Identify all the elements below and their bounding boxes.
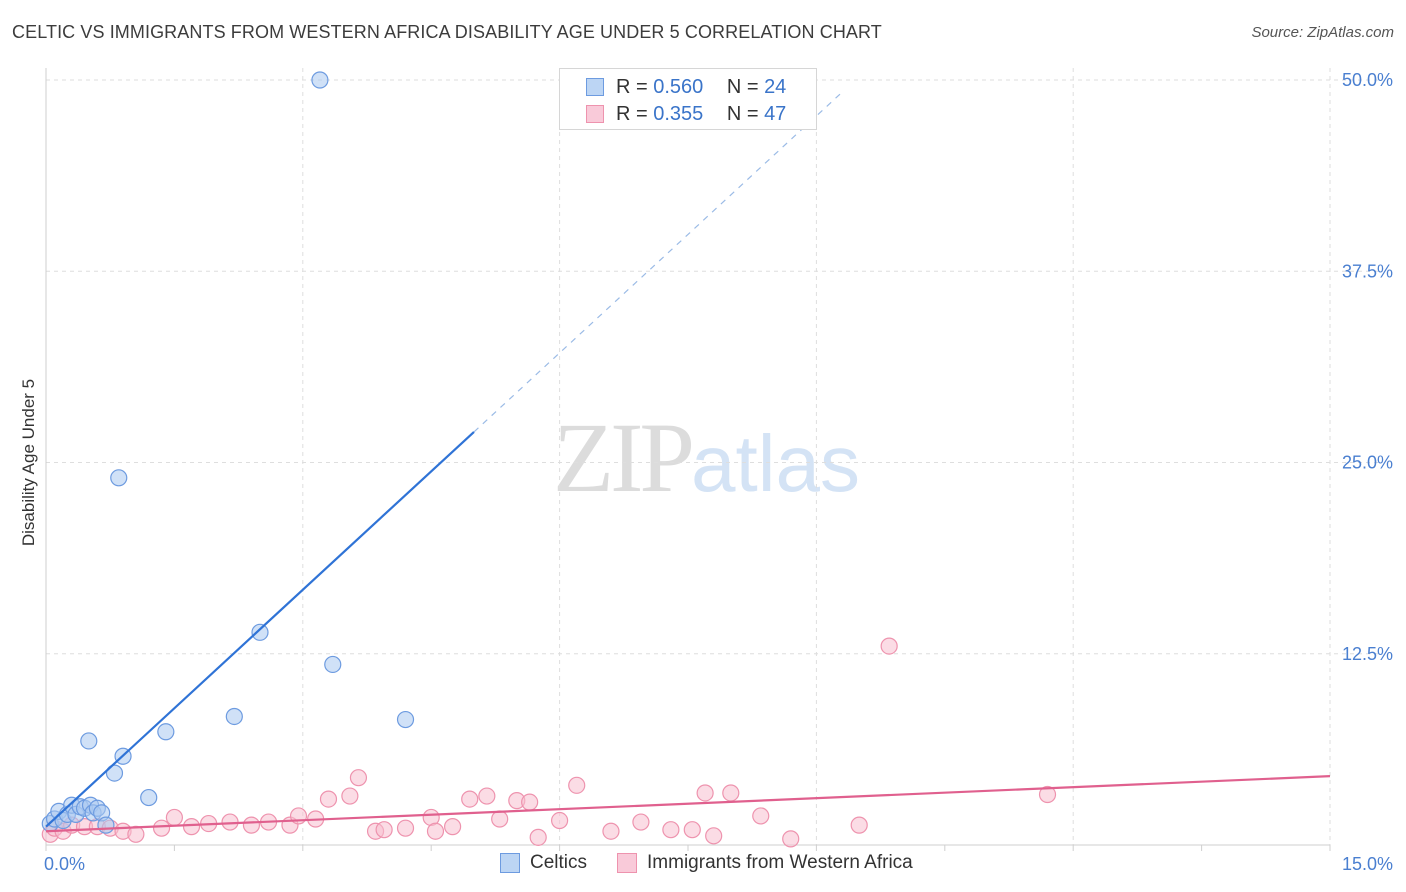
legend-immigrants-label: Immigrants from Western Africa — [647, 852, 913, 873]
legend-n-label: N = — [726, 102, 759, 125]
immigrants-point — [632, 813, 650, 831]
immigrants-point — [375, 821, 393, 839]
legend-r-value: 0.355 — [653, 102, 704, 125]
celtics-swatch — [500, 853, 520, 873]
y-tick-label: 37.5% — [1342, 261, 1393, 281]
immigrants-swatch — [586, 105, 604, 123]
immigrants-swatch — [617, 853, 638, 873]
immigrants-trend-line — [45, 775, 1331, 833]
celtics-trend-line — [45, 431, 475, 828]
celtics-point — [225, 707, 243, 726]
stats-legend: R = 0.560 N = 24 R = 0.355 N = 47 — [559, 68, 817, 130]
series-legend: Celtics Immigrants from Western Africa — [500, 852, 943, 874]
immigrants-point — [165, 808, 183, 827]
immigrants-point — [319, 790, 338, 808]
watermark-zip: ZIP — [553, 402, 695, 513]
celtics-point — [157, 723, 175, 741]
immigrants-point — [568, 776, 586, 794]
legend-n-label: N = — [726, 75, 759, 98]
immigrants-point — [182, 818, 201, 836]
immigrants-point — [529, 828, 547, 846]
legend-r-value: 0.560 — [653, 75, 704, 98]
chart-title: CELTIC VS IMMIGRANTS FROM WESTERN AFRICA… — [12, 22, 882, 42]
legend-r-label: R = — [616, 102, 648, 125]
immigrants-point — [478, 787, 496, 805]
legend-n-value: 47 — [764, 102, 787, 125]
immigrants-point — [782, 830, 800, 848]
legend-row-immigrants: R = 0.355 N = 47 — [586, 102, 786, 126]
immigrants-point — [880, 637, 898, 655]
immigrants-point — [521, 793, 539, 811]
immigrants-point — [602, 822, 620, 840]
immigrants-point — [491, 810, 509, 828]
immigrants-point — [850, 816, 868, 834]
celtics-trend-extension — [473, 91, 843, 433]
legend-n-value: 24 — [764, 75, 787, 98]
source-label: Source: ZipAtlas.com — [1251, 24, 1394, 41]
y-tick-label: 25.0% — [1342, 453, 1393, 473]
immigrants-point — [349, 769, 368, 787]
watermark: ZIPatlas — [553, 400, 860, 515]
immigrants-point — [242, 816, 261, 834]
celtics-point — [110, 469, 128, 487]
y-tick-label: 50.0% — [1342, 70, 1393, 90]
immigrants-point — [341, 787, 359, 805]
immigrants-point — [662, 821, 680, 839]
immigrants-point — [461, 790, 479, 808]
immigrants-point — [152, 819, 171, 837]
celtics-point — [140, 788, 158, 807]
legend-row-celtics: R = 0.560 N = 24 — [586, 75, 786, 99]
celtics-point — [105, 764, 124, 782]
x-tick-label: 0.0% — [44, 854, 85, 874]
immigrants-point — [752, 807, 770, 825]
immigrants-point — [683, 821, 701, 839]
immigrants-point — [696, 784, 714, 802]
celtics-point — [324, 655, 342, 674]
legend-celtics-label: Celtics — [530, 852, 588, 873]
x-tick-label: 15.0% — [1342, 854, 1393, 874]
legend-item-celtics: Celtics — [500, 852, 587, 874]
legend-r-label: R = — [616, 75, 648, 98]
celtics-point — [396, 710, 415, 729]
immigrants-point — [550, 811, 569, 830]
immigrants-point — [444, 818, 462, 836]
y-tick-label: 12.5% — [1342, 644, 1393, 664]
immigrants-point — [722, 784, 740, 802]
celtics-point — [97, 816, 115, 834]
immigrants-point — [426, 822, 445, 840]
celtics-point — [311, 71, 329, 89]
watermark-atlas: atlas — [691, 419, 860, 508]
celtics-point — [251, 623, 269, 641]
celtics-point — [80, 732, 98, 750]
y-axis-label: Disability Age Under 5 — [19, 379, 38, 546]
legend-item-immigrants: Immigrants from Western Africa — [617, 852, 913, 874]
immigrants-point — [1038, 785, 1057, 804]
immigrants-point — [396, 819, 415, 837]
celtics-swatch — [586, 78, 604, 96]
immigrants-point — [705, 827, 723, 845]
